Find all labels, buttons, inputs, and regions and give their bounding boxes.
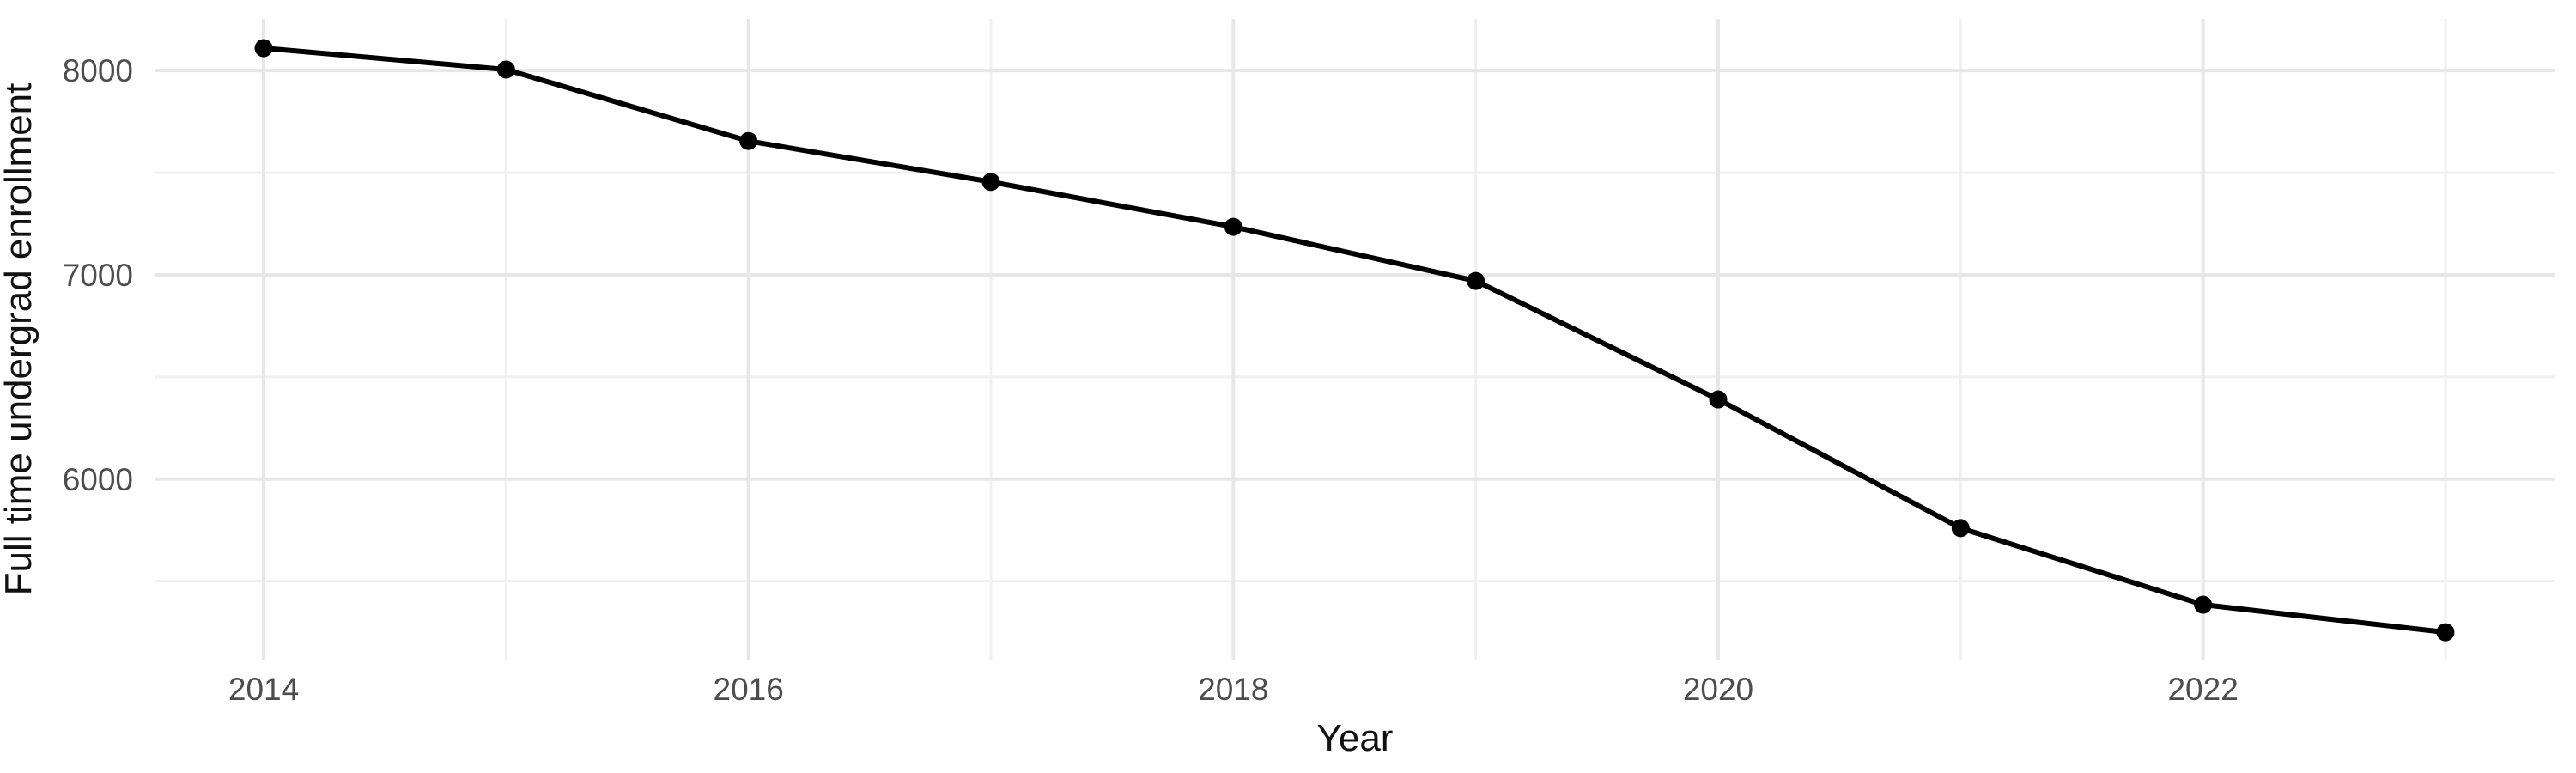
data-point-2016: [739, 131, 758, 150]
data-point-2015: [496, 60, 515, 79]
x-tick-label: 2022: [2167, 672, 2238, 707]
y-tick-label: 8000: [63, 53, 133, 88]
x-tick-label: 2018: [1198, 672, 1268, 707]
x-tick-label: 2016: [714, 672, 784, 707]
data-point-2017: [981, 173, 1000, 192]
y-axis-title: Full time undergrad enrollment: [0, 82, 39, 596]
y-tick-label: 6000: [63, 462, 133, 497]
x-axis-title: Year: [1316, 717, 1394, 759]
data-point-2018: [1224, 217, 1242, 236]
data-point-2020: [1709, 390, 1728, 409]
data-point-2022: [2194, 595, 2213, 614]
x-tick-label: 2014: [228, 672, 299, 707]
data-point-2014: [254, 39, 273, 58]
enrollment-trend-line: [261, 46, 2448, 636]
data-point-2023: [2436, 623, 2455, 642]
data-point-2019: [1467, 271, 1485, 290]
data-point-2021: [1951, 519, 1970, 538]
y-tick-label: 7000: [63, 258, 133, 293]
x-tick-label: 2020: [1683, 672, 1753, 707]
